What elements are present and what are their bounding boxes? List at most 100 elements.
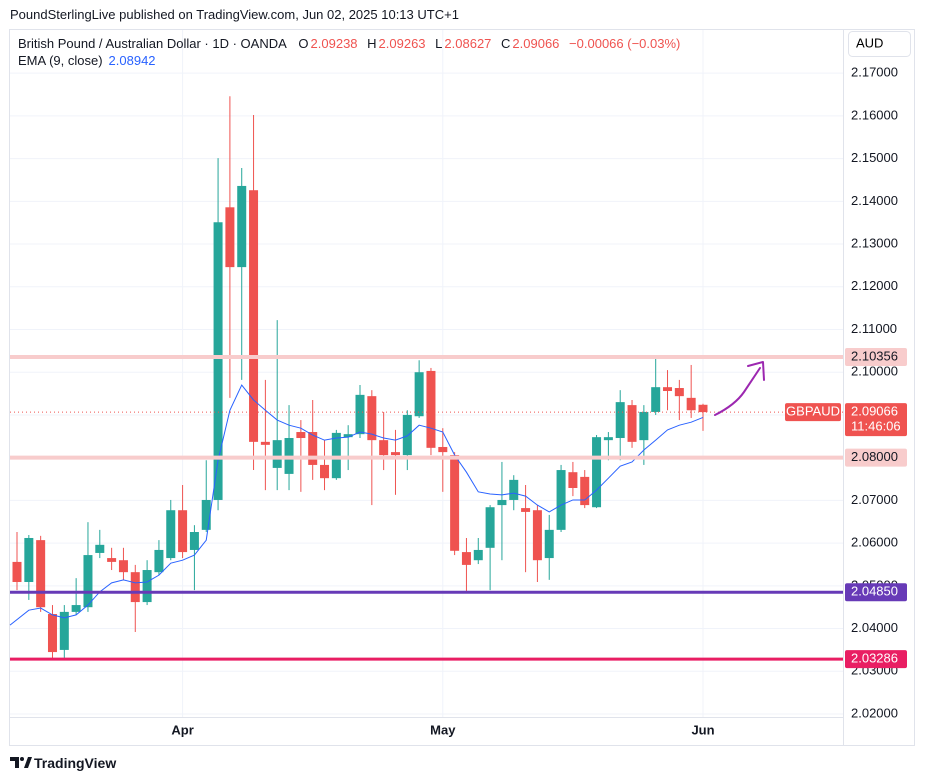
x-tick-label: Jun — [691, 722, 714, 737]
close-value: 2.09066 — [512, 36, 560, 51]
price-label-box — [845, 403, 907, 437]
grid — [10, 30, 843, 717]
arrow-head — [747, 361, 765, 381]
candle-body — [367, 396, 377, 441]
candle-body — [698, 404, 708, 413]
candle-body — [201, 499, 211, 530]
candle-body — [603, 437, 613, 441]
candle-body — [686, 397, 696, 411]
brand: TradingView — [34, 755, 117, 771]
candle-body — [237, 185, 247, 268]
chart-frame — [9, 29, 915, 746]
candle-body — [107, 558, 117, 562]
candle-body — [414, 372, 424, 417]
candle-body — [272, 440, 282, 468]
change-value: −0.00066 (−0.03%) — [569, 36, 681, 51]
y-tick-label: 2.02000 — [851, 705, 898, 720]
price-label: 2.09066 — [851, 404, 898, 419]
y-tick-label: 2.16000 — [851, 107, 898, 122]
candle-body — [580, 476, 590, 506]
ohlc-label: C — [501, 36, 511, 51]
candle-body — [663, 387, 673, 392]
candle-body — [438, 446, 448, 453]
ohlc-label: L — [435, 36, 443, 51]
candle-body — [485, 507, 495, 548]
candle-body — [343, 434, 353, 438]
ema-line — [9, 384, 704, 626]
y-tick-label: 2.10000 — [851, 364, 898, 379]
candle-body — [521, 508, 531, 512]
candle-body — [154, 549, 164, 573]
candle-body — [473, 549, 483, 561]
logo-part — [10, 757, 19, 768]
y-tick-label: 2.14000 — [851, 193, 898, 208]
currency: AUD — [856, 35, 883, 50]
y-tick-label: 2.13000 — [851, 235, 898, 250]
candle-body — [615, 402, 625, 439]
candle-body — [213, 222, 223, 500]
low-value: 2.08627 — [444, 36, 492, 51]
level-label-box — [845, 650, 907, 669]
candle-body — [308, 432, 318, 465]
ohlc-label: O — [298, 36, 309, 51]
arrow-annotation — [714, 361, 765, 416]
candle-body — [544, 529, 554, 559]
ohlc-label: H — [367, 36, 377, 51]
open-value: 2.09238 — [310, 36, 358, 51]
x-tick-label: Apr — [171, 722, 193, 737]
x-tick-label: May — [430, 722, 456, 737]
candle-body — [47, 614, 57, 653]
candle-body — [83, 555, 93, 608]
candle-body — [497, 499, 507, 506]
level-label: 2.08000 — [851, 449, 898, 464]
candle-body — [450, 455, 460, 551]
candle-body — [390, 452, 400, 456]
candle-body — [355, 394, 365, 435]
level-label-box — [845, 348, 907, 367]
countdown-label: 11:46:06 — [851, 419, 901, 434]
candle-body — [59, 611, 69, 650]
symbol-title: British Pound / Australian Dollar · 1D ·… — [18, 36, 287, 51]
level-label: 2.04850 — [851, 584, 898, 599]
candle-body — [651, 387, 661, 412]
candle-body — [568, 472, 578, 488]
candle-body — [426, 370, 436, 448]
candle-body — [225, 207, 235, 268]
overlay: 2.020002.030002.040002.050002.060002.070… — [171, 65, 907, 737]
candle-body — [639, 411, 649, 441]
candle-body — [12, 561, 22, 582]
level-label-box — [845, 448, 907, 467]
candle-body — [592, 437, 602, 508]
candle-body — [402, 414, 412, 456]
ema-name: EMA (9, close) — [18, 53, 103, 68]
candle-body — [130, 572, 140, 603]
candle-body — [142, 570, 152, 603]
y-tick-label: 2.04000 — [851, 620, 898, 635]
candle-body — [260, 441, 270, 445]
currency-box[interactable] — [848, 31, 911, 57]
symbol-label-box — [785, 403, 841, 422]
candle-body — [532, 510, 542, 561]
candle-body — [178, 510, 188, 553]
y-tick-label: 2.17000 — [851, 65, 898, 80]
y-tick-label: 2.11000 — [851, 321, 897, 336]
symbol-label: GBPAUD — [786, 404, 840, 419]
publisher-line: PoundSterlingLive published on TradingVi… — [10, 7, 459, 22]
candle-body — [189, 532, 199, 550]
candle-body — [331, 432, 341, 479]
y-tick-label: 2.15000 — [851, 150, 898, 165]
level-label: 2.10356 — [851, 348, 898, 363]
candle-body — [118, 560, 128, 573]
candle-body — [95, 544, 105, 553]
logo-part — [24, 757, 32, 768]
candle-body — [71, 605, 81, 612]
y-tick-label: 2.12000 — [851, 278, 898, 293]
y-tick-label: 2.06000 — [851, 535, 898, 550]
candle-body — [36, 540, 46, 608]
candle-body — [509, 479, 519, 500]
candle-body — [166, 510, 176, 559]
ema-legend: EMA (9, close) 2.08942 — [18, 53, 156, 68]
level-label-box — [845, 583, 907, 602]
